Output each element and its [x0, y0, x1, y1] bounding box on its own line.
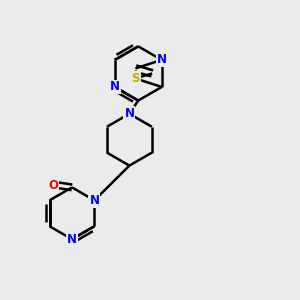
Text: N: N [110, 80, 120, 94]
Text: N: N [157, 53, 167, 66]
Text: N: N [89, 194, 99, 207]
Text: N: N [67, 233, 77, 246]
Text: S: S [131, 72, 140, 85]
Text: N: N [124, 107, 134, 120]
Text: O: O [48, 178, 58, 191]
